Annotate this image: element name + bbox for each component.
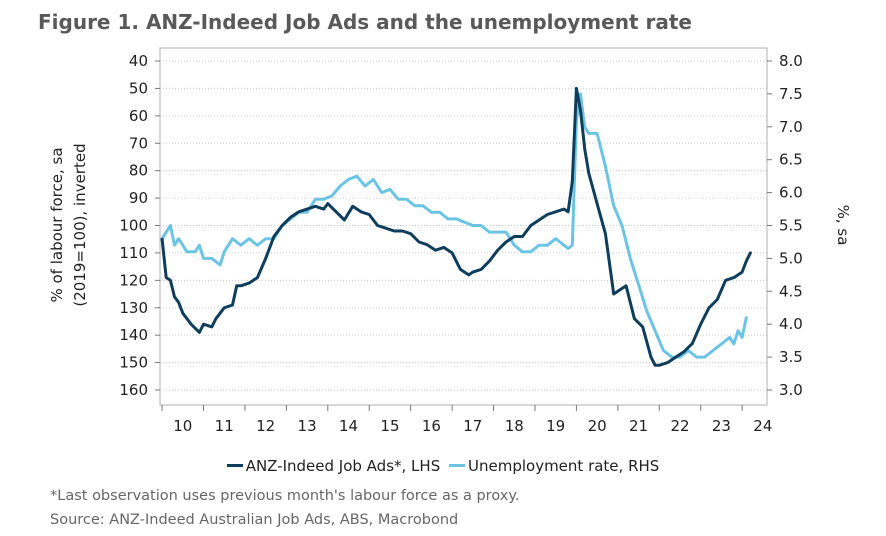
source-note: Source: ANZ-Indeed Australian Job Ads, A… (50, 512, 459, 528)
left-tick-label: 130 (119, 299, 148, 317)
x-tick-label: 19 (546, 417, 565, 435)
legend: ANZ-Indeed Job Ads*, LHS Unemployment ra… (0, 453, 886, 475)
left-tick-label: 100 (119, 217, 148, 235)
x-tick-label: 14 (339, 417, 358, 435)
right-tick-label: 7.0 (779, 118, 803, 136)
right-axis: 3.0 3.5 4.0 4.5 5.0 5.5 6.0 6.5 7.0 7.5 8.0 (767, 52, 803, 399)
left-tick-label: 160 (119, 381, 148, 399)
left-axis: 40 50 60 70 80 90 100 110 120 130 140 150 160 (119, 52, 160, 399)
left-tick-label: 90 (129, 189, 148, 207)
left-tick-label: 110 (119, 244, 148, 262)
x-tick-label: 15 (380, 417, 399, 435)
right-tick-label: 6.5 (779, 151, 803, 169)
footnote: *Last observation uses previous month's … (50, 488, 520, 504)
chart-title: Figure 1. ANZ-Indeed Job Ads and the une… (38, 10, 692, 34)
series-lines (160, 86, 752, 367)
x-tick-label: 21 (629, 417, 648, 435)
series-line-unemployment (160, 92, 748, 359)
legend-label-job-ads: ANZ-Indeed Job Ads*, LHS (245, 456, 441, 475)
left-axis-title-line2: (2019=100), inverted (71, 143, 89, 306)
x-tick-label: 12 (256, 417, 275, 435)
x-tick-label: 20 (588, 417, 607, 435)
right-tick-label: 3.5 (779, 348, 803, 366)
right-tick-label: 5.5 (779, 217, 803, 235)
x-tick-label: 17 (463, 417, 482, 435)
series-line-job-ads (160, 86, 752, 367)
right-tick-label: 4.5 (779, 282, 803, 300)
left-tick-label: 70 (129, 134, 148, 152)
right-tick-label: 8.0 (779, 52, 803, 70)
right-tick-label: 5.0 (779, 249, 803, 267)
left-tick-label: 120 (119, 271, 148, 289)
x-tick-label: 16 (422, 417, 441, 435)
legend-swatch-job-ads (226, 464, 243, 467)
x-axis: 10 11 12 13 14 15 16 17 18 19 20 21 22 23 24 (161, 405, 772, 435)
right-tick-label: 6.0 (779, 184, 803, 202)
x-tick-label: 22 (670, 417, 689, 435)
x-tick-label: 11 (215, 417, 234, 435)
left-tick-label: 150 (119, 354, 148, 372)
plot-frame (159, 47, 768, 406)
right-tick-label: 7.5 (779, 85, 803, 103)
right-tick-label: 4.0 (779, 315, 803, 333)
left-tick-label: 50 (129, 79, 148, 97)
left-tick-label: 60 (129, 107, 148, 125)
x-tick-label: 24 (753, 417, 772, 435)
chart-canvas: 10 11 12 13 14 15 16 17 18 19 20 21 22 23 24 40 50 60 70 8… (48, 47, 852, 435)
legend-label-unemployment: Unemployment rate, RHS (468, 456, 660, 475)
left-axis-title-line1: % of labour force, sa (48, 147, 66, 302)
x-tick-label: 10 (173, 417, 192, 435)
left-tick-label: 140 (119, 326, 148, 344)
x-tick-label: 23 (712, 417, 731, 435)
grid-lines (160, 60, 767, 391)
x-tick-label: 13 (298, 417, 317, 435)
left-tick-label: 80 (129, 162, 148, 180)
right-tick-label: 3.0 (779, 381, 803, 399)
left-tick-label: 40 (129, 52, 148, 70)
right-axis-title: %, sa (834, 205, 852, 246)
legend-item-job-ads: ANZ-Indeed Job Ads*, LHS (226, 456, 441, 475)
legend-swatch-unemployment (449, 464, 465, 467)
x-tick-label: 18 (505, 417, 524, 435)
legend-item-unemployment: Unemployment rate, RHS (449, 457, 659, 475)
